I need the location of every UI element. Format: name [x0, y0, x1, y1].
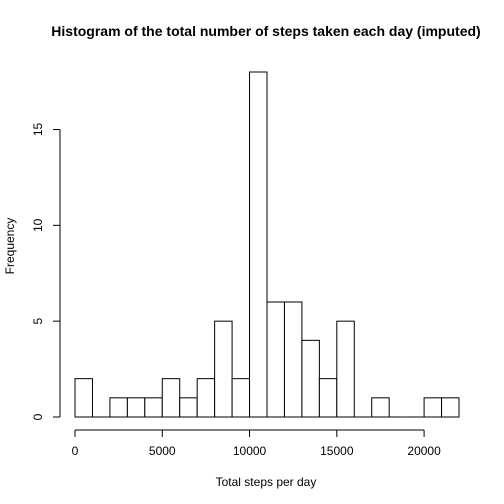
histogram-bar-14	[318, 378, 338, 418]
y-tick-label: 5	[31, 318, 45, 325]
histogram-bar-20	[423, 397, 443, 418]
histogram-bar-9	[231, 378, 251, 418]
y-tick-label: 10	[31, 218, 45, 232]
x-tick-label: 15000	[320, 444, 354, 458]
histogram-bar-8	[214, 320, 233, 418]
y-axis-label: Frequency	[3, 218, 17, 275]
histogram-bar-10	[249, 71, 268, 418]
histogram-bar-5	[161, 378, 181, 418]
x-tick-label: 20000	[407, 444, 441, 458]
histogram-bar-0	[74, 378, 93, 418]
histogram-bar-4	[144, 397, 163, 418]
bars-group	[74, 71, 460, 418]
histogram-bar-3	[126, 397, 146, 418]
y-tick-label: 0	[31, 413, 45, 420]
histogram-bar-12	[283, 301, 303, 418]
chart-title: Histogram of the total number of steps t…	[51, 23, 480, 39]
histogram-bar-7	[196, 378, 216, 418]
histogram-bar-13	[301, 339, 320, 418]
y-axis: 0 5 10 15	[31, 123, 61, 420]
x-tick-label: 5000	[149, 444, 176, 458]
histogram-bar-15	[336, 320, 355, 418]
x-axis: 0 5000 10000 15000 20000	[72, 429, 441, 458]
x-tick-label: 10000	[233, 444, 267, 458]
histogram-bar-2	[109, 397, 128, 418]
histogram-bar-21	[441, 397, 460, 418]
x-axis-label: Total steps per day	[216, 475, 317, 489]
histogram-bar-11	[266, 301, 285, 418]
histogram-bar-6	[179, 397, 198, 418]
x-tick-label: 0	[72, 444, 79, 458]
histogram-bar-17	[371, 397, 390, 418]
y-tick-label: 15	[31, 123, 45, 137]
